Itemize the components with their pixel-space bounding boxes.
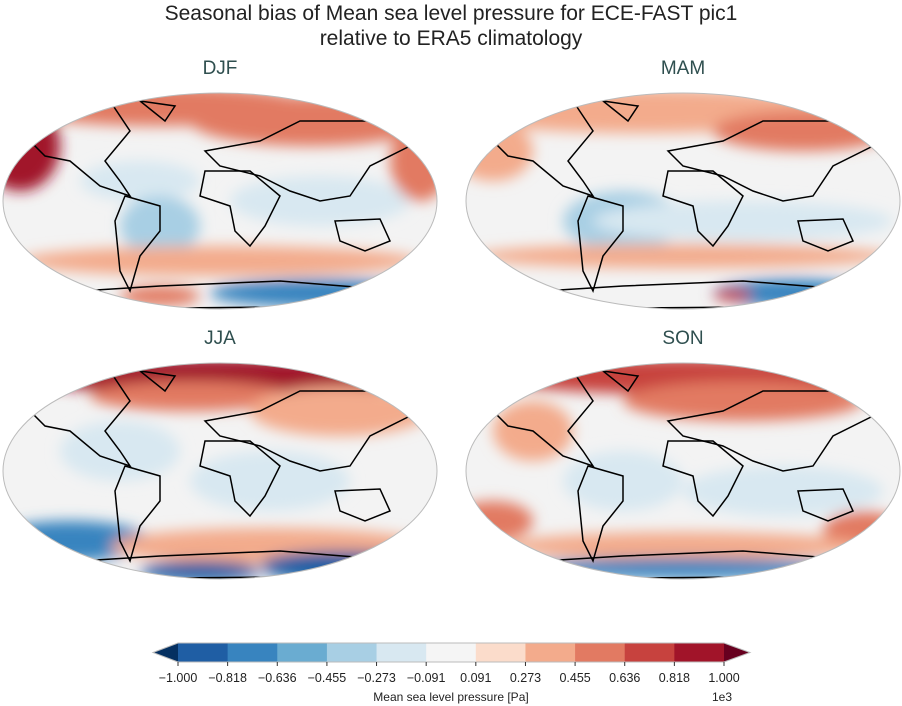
map-jja: [3, 363, 437, 579]
map-frame-mam: [465, 92, 901, 310]
colorbar-tick-label: −0.818: [208, 671, 247, 685]
colorbar-segment: [227, 643, 278, 662]
panel-title-djf: DJF: [202, 58, 238, 79]
colorbar-segment: [575, 643, 626, 662]
map-frame-son: [465, 362, 901, 580]
bias-region: [110, 528, 430, 564]
colorbar-segment: [475, 643, 526, 662]
figure-title-line2: relative to ERA5 climatology: [319, 27, 583, 50]
bias-region: [90, 381, 290, 411]
colorbar-tick-label: −0.273: [357, 671, 396, 685]
map-frame-djf: [2, 92, 438, 310]
colorbar-segment: [624, 643, 675, 662]
panel-title-mam: MAM: [660, 58, 706, 79]
bias-region: [593, 201, 893, 241]
colorbar-tick-label: −0.455: [307, 671, 347, 685]
colorbar-tick-label: −1.000: [158, 671, 198, 685]
colorbar-tick-label: 0.091: [460, 671, 492, 685]
map-djf: [3, 93, 437, 309]
panel-title-jja: JJA: [204, 328, 236, 349]
colorbar-tick-label: −0.636: [257, 671, 297, 685]
bias-region: [683, 466, 883, 516]
bias-region: [466, 501, 533, 541]
bias-region: [713, 289, 753, 301]
bias-region: [190, 451, 350, 511]
colorbar-tick-label: 0.818: [658, 671, 690, 685]
colorbar-segment: [674, 643, 725, 662]
colorbar-over-extend: [724, 643, 750, 662]
panel-title-son: SON: [662, 328, 704, 349]
colorbar-tick-label: 1.000: [708, 671, 740, 685]
coastlines: [23, 99, 412, 309]
colorbar-exponent: 1e3: [712, 690, 733, 704]
colorbar-label: Mean sea level pressure [Pa]: [373, 690, 529, 704]
colorbar-segment: [426, 643, 477, 662]
colorbar-tick-label: 0.273: [509, 671, 542, 685]
colorbar-segment: [525, 643, 576, 662]
bias-region: [120, 286, 200, 306]
bias-region: [390, 121, 437, 201]
bias-region: [523, 558, 843, 578]
bias-region: [473, 244, 893, 268]
map-son: [466, 363, 900, 579]
colorbar-segment: [277, 643, 328, 662]
colorbar-tick-label: 0.636: [609, 671, 641, 685]
colorbar-tick-label: 0.455: [559, 671, 591, 685]
colorbar-under-extend: [153, 643, 178, 662]
map-mam: [466, 93, 900, 309]
bias-region: [713, 111, 893, 151]
colorbar: [151, 642, 752, 666]
bias-region: [466, 121, 533, 181]
bias-region: [20, 246, 420, 276]
colorbar-tick-label: −0.091: [406, 671, 446, 685]
figure-title-line1: Seasonal bias of Mean sea level pressure…: [164, 2, 738, 25]
bias-region: [250, 386, 430, 436]
colorbar-segment: [178, 643, 229, 662]
colorbar-segment: [376, 643, 427, 662]
colorbar-segment: [326, 643, 378, 662]
map-frame-jja: [2, 362, 438, 580]
bias-region: [80, 161, 200, 201]
